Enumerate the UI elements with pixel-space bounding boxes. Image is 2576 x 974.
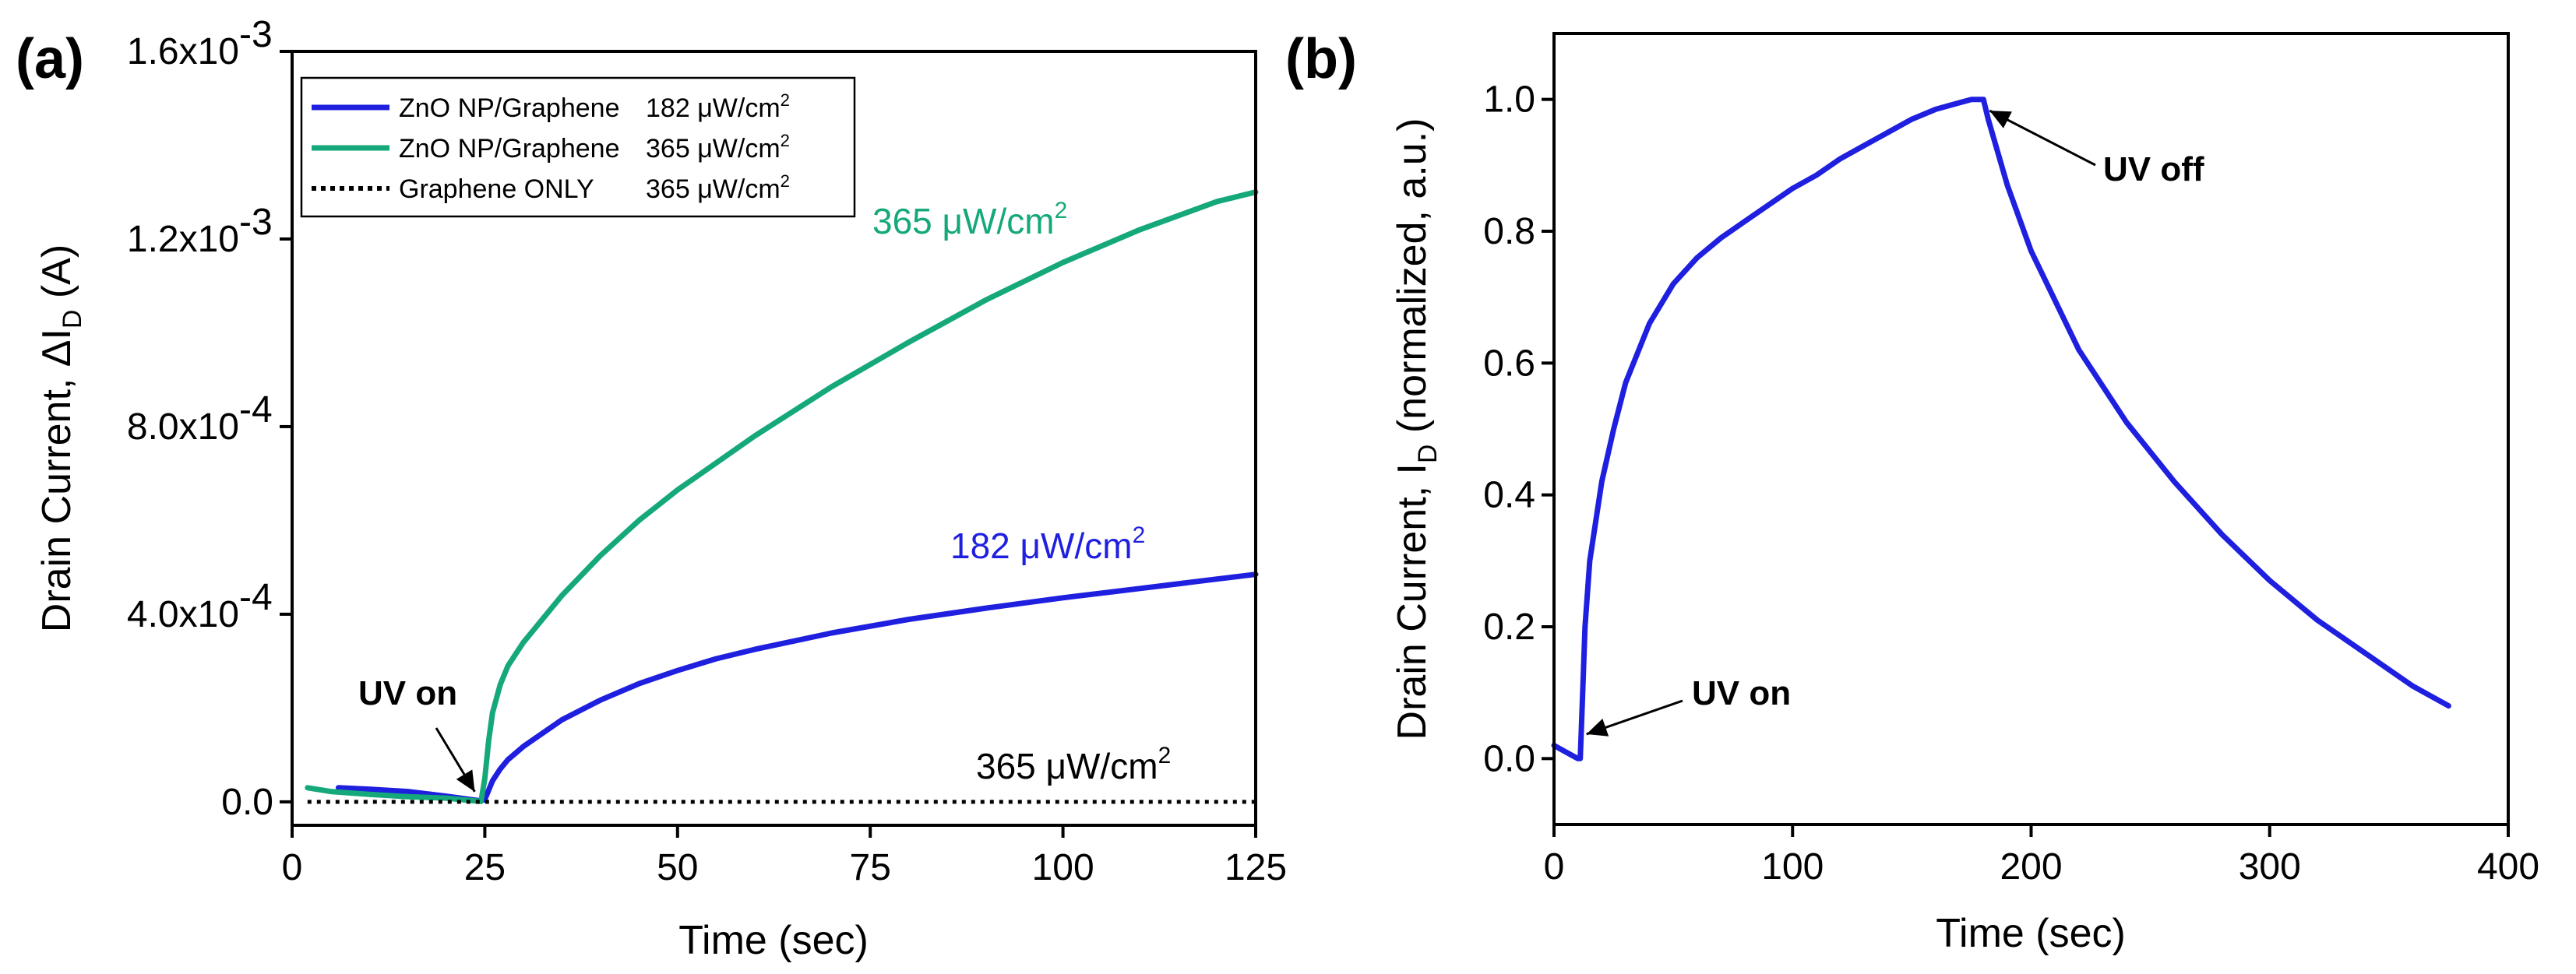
series-line-b-0 [1551, 97, 2451, 761]
annotation-uv-on-b: UV on [1692, 674, 1791, 712]
ytick-label-b-4: 0.8 [1483, 211, 1535, 252]
uv-on-arrow-a [435, 727, 476, 793]
panel-a-plot-area [305, 189, 1259, 804]
xtick-label-a-1: 25 [464, 847, 506, 888]
panel-b-xlabel: Time (sec) [1936, 911, 2126, 956]
panel-b-ylabel-sub: D [1413, 445, 1443, 463]
xtick-label-b-3: 300 [2239, 846, 2301, 888]
ytick-label-b-1: 0.2 [1483, 607, 1535, 648]
xtick-label-a-2: 50 [657, 847, 698, 888]
xtick-label-b-1: 100 [1761, 846, 1824, 888]
uv-off-arrow-b-head [1989, 111, 2012, 128]
panel-a-ylabel-sub: D [58, 310, 87, 329]
panel-a-label: (a) [16, 28, 84, 90]
panel-b-ylabel-unit: (normalized, a.u.) [1390, 118, 1435, 445]
annotation-365-black: 365 μW/cm2 [976, 743, 1171, 786]
panel-a-xlabel: Time (sec) [678, 918, 869, 963]
panel-a-frame [291, 50, 1257, 827]
panel-a-legend: ZnO NP/Graphene 182 μW/cm2 ZnO NP/Graphe… [300, 76, 856, 218]
ytick-exponent-a-4: -3 [239, 14, 273, 55]
uv-on-arrow-b-head [1586, 719, 1609, 737]
xtick-label-a-5: 125 [1225, 847, 1287, 888]
ytick-label-b-2: 0.4 [1483, 475, 1535, 516]
xtick-label-b-2: 200 [2000, 846, 2062, 888]
legend-name-182: ZnO NP/Graphene [399, 93, 619, 123]
ytick-exponent-a-3: -3 [239, 202, 273, 243]
legend-name-graphene: Graphene ONLY [399, 174, 594, 204]
legend-box [300, 76, 856, 218]
ytick-label-b-3: 0.6 [1483, 343, 1535, 384]
xtick-label-a-4: 100 [1032, 847, 1094, 888]
ytick-exponent-a-2: -4 [239, 389, 273, 431]
ytick-exponent-a-1: -4 [239, 577, 273, 618]
annotation-uv-on-a: UV on [358, 674, 457, 712]
panel-a-ylabel-unit: (A) [34, 244, 79, 310]
ytick-label-a-0: 0.0 [221, 782, 273, 823]
panel-b-ylabel: Drain Current, ID (normalized, a.u.) [1390, 118, 1443, 740]
legend-power-365: 365 μW/cm2 [646, 131, 790, 164]
xtick-label-b-0: 0 [1544, 846, 1565, 888]
legend-power-graphene: 365 μW/cm2 [646, 171, 790, 204]
legend-name-365: ZnO NP/Graphene [399, 134, 619, 164]
ytick-label-a-3: 1.2x10 [127, 219, 239, 260]
ytick-label-a-1: 4.0x10 [127, 594, 239, 635]
ytick-label-b-0: 0.0 [1483, 738, 1535, 779]
panel-a-ylabel-main: Drain Current, ΔI [34, 329, 79, 632]
annotation-182-blue: 182 μW/cm2 [950, 522, 1145, 566]
ytick-label-a-2: 8.0x10 [127, 406, 239, 448]
series-line-a-1 [305, 189, 1259, 804]
panel-b-label: (b) [1285, 28, 1357, 90]
panel-b-plot-area [1551, 97, 2451, 761]
annotation-365-green: 365 μW/cm2 [872, 198, 1067, 241]
panel-b-arrows [1586, 109, 2096, 737]
xtick-label-a-3: 75 [850, 847, 891, 888]
panel-a-ylabel: Drain Current, ΔID (A) [34, 244, 87, 632]
xtick-label-a-0: 0 [282, 847, 303, 888]
panel-b: (b) 0 100 200 300 400 0.0 0.2 0.4 0.6 0.8 1.0 Time… [1285, 28, 2539, 956]
uv-on-arrow-a-head [456, 769, 475, 792]
xtick-label-b-4: 400 [2477, 846, 2539, 888]
panel-b-ticks: 0 100 200 300 400 0.0 0.2 0.4 0.6 0.8 1.0 [1483, 79, 2539, 888]
ytick-label-a-4: 1.6x10 [127, 31, 239, 72]
legend-power-182: 182 μW/cm2 [646, 90, 790, 123]
annotation-uv-off-b: UV off [2103, 150, 2204, 188]
ytick-label-b-5: 1.0 [1483, 79, 1535, 121]
panel-b-ylabel-main: Drain Current, I [1390, 463, 1435, 740]
